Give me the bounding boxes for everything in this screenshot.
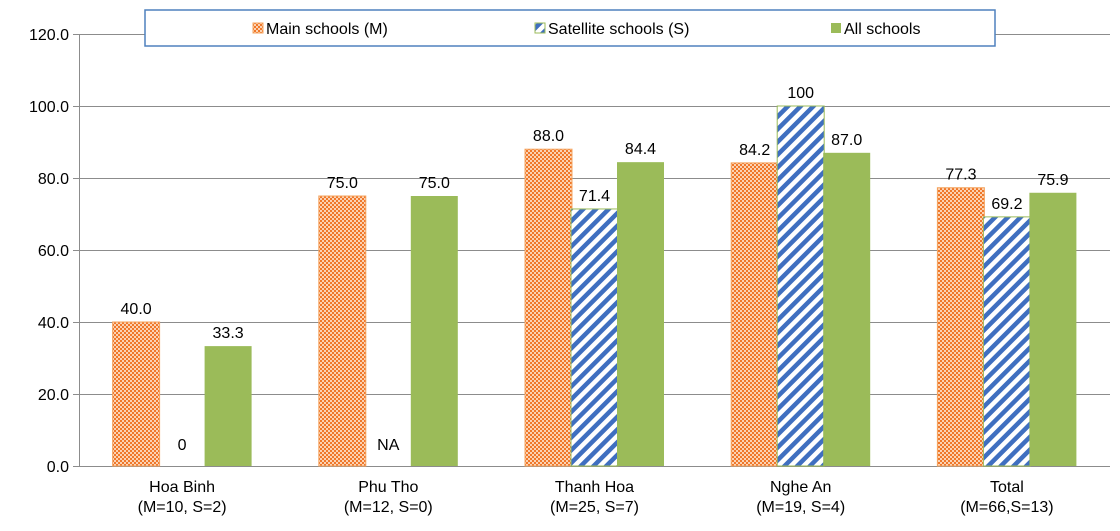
data-label: NA: [377, 437, 400, 454]
data-label: 84.2: [739, 142, 770, 159]
bar-diagonal-blue-3: [776, 105, 825, 467]
legend-swatch: [831, 23, 841, 33]
category-label: Hoa Binh: [149, 479, 215, 496]
data-label: 84.4: [625, 141, 656, 158]
data-label: 69.2: [991, 196, 1022, 213]
y-tick-label: 60.0: [38, 243, 69, 260]
bar-diagonal-blue-4: [982, 216, 1031, 467]
legend-swatch: [534, 22, 546, 34]
data-label: 0: [178, 437, 187, 454]
data-label: 40.0: [121, 301, 152, 318]
bar-dotted-orange-2: [524, 148, 573, 467]
bar-dotted-orange-0: [112, 321, 161, 467]
bar-solid-1: [410, 196, 458, 466]
bar-solid-3: [823, 152, 871, 467]
data-label: 77.3: [945, 167, 976, 184]
category-label: Phu Tho: [358, 479, 418, 496]
category-sublabel: (M=12, S=0): [344, 499, 433, 516]
bar-solid-0: [204, 346, 252, 466]
category-label: Thanh Hoa: [555, 479, 634, 496]
bar-solid-2: [617, 162, 664, 466]
legend-swatch: [252, 22, 264, 34]
category-sublabel: (M=25, S=7): [550, 499, 639, 516]
category-label: Total: [990, 479, 1024, 496]
bar-solid-4: [1029, 192, 1077, 466]
legend-label: All schools: [844, 21, 920, 38]
data-labels: 40.0 0 33.3 75.0 NA 75.0 88.0 71.4 84.4 84.2 100 87…: [121, 85, 1069, 454]
data-label: 87.0: [831, 132, 862, 149]
bar-dotted-orange-3: [730, 162, 779, 467]
data-label: 88.0: [533, 128, 564, 145]
y-tick-label: 0.0: [47, 459, 69, 476]
legend-label: Main schools (M): [266, 21, 388, 38]
category-label: Nghe An: [770, 479, 831, 496]
data-label: 75.0: [419, 175, 450, 192]
y-tick-label: 80.0: [38, 171, 69, 188]
y-tick-label: 120.0: [29, 27, 69, 44]
legend-box: [144, 9, 996, 47]
data-label: 75.9: [1037, 172, 1068, 189]
bars: [112, 105, 1077, 467]
category-sublabel: (M=10, S=2): [138, 499, 227, 516]
bar-dotted-orange-4: [936, 187, 985, 467]
bar-dotted-orange-1: [318, 195, 367, 467]
legend: Main schools (M) Satellite schools (S) All…: [144, 9, 996, 47]
category-sublabel: (M=66,S=13): [960, 499, 1053, 516]
data-label: 71.4: [579, 188, 610, 205]
y-tick-label: 40.0: [38, 315, 69, 332]
data-label: 100: [787, 85, 814, 102]
y-tick-label: 100.0: [29, 99, 69, 116]
category-sublabel: (M=19, S=4): [756, 499, 845, 516]
y-tick-label: 20.0: [38, 387, 69, 404]
legend-label: Satellite schools (S): [548, 21, 689, 38]
x-axis: Hoa Binh (M=10, S=2) Phu Tho (M=12, S=0) Tha…: [138, 479, 1054, 516]
data-label: 75.0: [327, 175, 358, 192]
data-label: 33.3: [213, 325, 244, 342]
bar-diagonal-blue-2: [570, 208, 619, 467]
